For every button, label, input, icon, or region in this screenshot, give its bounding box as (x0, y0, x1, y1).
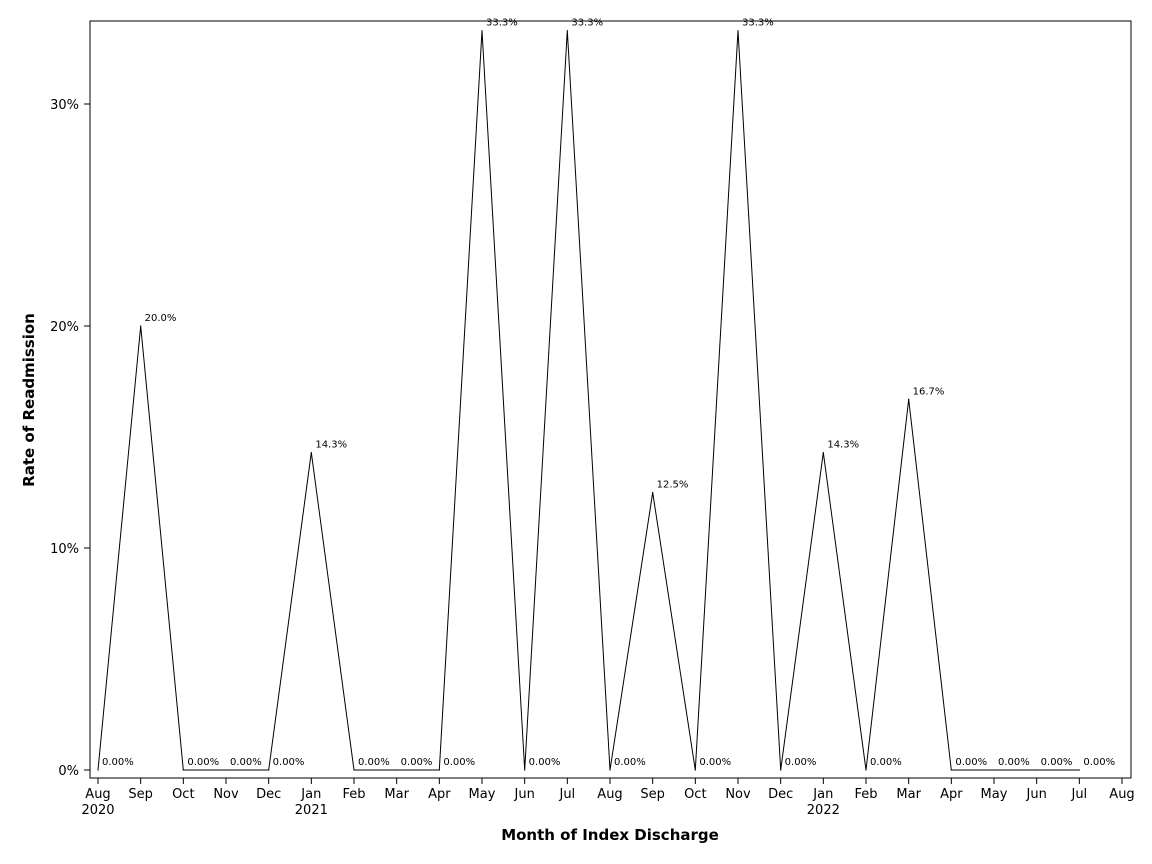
x-tick-label: Jun (1026, 787, 1047, 802)
data-point (1078, 769, 1080, 771)
plot-frame (89, 20, 1132, 779)
series-line (97, 30, 1080, 771)
data-label: 0.00% (1041, 757, 1073, 768)
data-label: 33.3% (742, 18, 774, 29)
data-label: 0.00% (699, 757, 731, 768)
data-point (140, 325, 142, 327)
data-label: 0.00% (955, 757, 987, 768)
x-tick-label: Jul (1070, 787, 1087, 802)
data-label: 16.7% (913, 386, 945, 397)
data-point (481, 30, 483, 32)
y-tick-label: 10% (50, 542, 79, 557)
data-label: 0.00% (187, 757, 219, 768)
x-tick-label: Oct (172, 787, 194, 802)
x-axis-title: Month of Index Discharge (501, 826, 719, 844)
data-label: 0.00% (273, 757, 305, 768)
x-tick-label: May (981, 787, 1008, 802)
data-point (524, 769, 526, 771)
y-axis-title: Rate of Readmission (20, 313, 38, 487)
x-year-label: 2021 (295, 803, 328, 818)
data-point (182, 769, 184, 771)
data-label: 0.00% (614, 757, 646, 768)
data-point (310, 451, 312, 454)
data-label: 0.00% (230, 757, 262, 768)
data-label: 14.3% (315, 440, 347, 451)
x-tick-label: Dec (256, 787, 281, 802)
x-tick-label: Jan (300, 787, 321, 802)
data-label: 14.3% (827, 440, 859, 451)
data-point (438, 769, 440, 771)
data-point (822, 451, 824, 454)
x-year-label: 2020 (81, 803, 114, 818)
x-tick-label: Mar (896, 787, 921, 802)
y-axis: 0% 10% 20% 30% (50, 98, 90, 779)
data-point (865, 769, 867, 771)
data-point (566, 30, 568, 32)
x-tick-label: Nov (213, 787, 239, 802)
data-point (1036, 769, 1038, 771)
data-label: 12.5% (657, 480, 689, 491)
x-tick-label: Apr (940, 787, 963, 802)
x-tick-label: Jul (558, 787, 575, 802)
x-year-label: 2022 (807, 803, 840, 818)
data-point (225, 769, 227, 771)
data-point (694, 769, 696, 771)
x-tick-label: Aug (85, 787, 110, 802)
x-tick-label: Aug (1109, 787, 1134, 802)
data-label: 0.00% (870, 757, 902, 768)
series-layer (97, 30, 1080, 771)
x-tick-label: Feb (854, 787, 877, 802)
data-label: 0.00% (443, 757, 475, 768)
data-label: 0.00% (785, 757, 817, 768)
x-tick-label: Sep (640, 787, 665, 802)
data-point (609, 769, 611, 771)
data-label: 0.00% (401, 757, 433, 768)
x-tick-label: Jun (514, 787, 535, 802)
x-tick-label: Aug (597, 787, 622, 802)
data-point (737, 30, 739, 32)
data-point (950, 769, 952, 771)
x-tick-label: Sep (128, 787, 153, 802)
data-point (268, 769, 270, 771)
x-tick-label: Nov (725, 787, 751, 802)
data-point (652, 491, 654, 494)
x-tick-label: Dec (768, 787, 793, 802)
data-point (993, 769, 995, 771)
data-point (353, 769, 355, 771)
y-tick-label: 30% (50, 98, 79, 113)
x-tick-label: May (469, 787, 496, 802)
data-label: 0.00% (102, 757, 134, 768)
data-point (396, 769, 398, 771)
x-axis: Aug Sep Oct Nov Dec Jan Feb Mar Apr May Jun Jul Aug S… (81, 778, 1135, 818)
data-label: 0.00% (1083, 757, 1115, 768)
x-tick-label: Feb (342, 787, 365, 802)
x-tick-label: Apr (428, 787, 451, 802)
data-label: 0.00% (358, 757, 390, 768)
y-tick-label: 20% (50, 320, 79, 335)
data-point (908, 398, 910, 400)
x-tick-label: Oct (684, 787, 706, 802)
data-label: 33.3% (571, 18, 603, 29)
data-label: 0.00% (998, 757, 1030, 768)
y-tick-label: 0% (58, 764, 79, 779)
data-label-layer: 0.00% 20.0% 0.00% 0.00% 0.00% 14.3% 0.00% 0.00%… (102, 18, 1115, 768)
data-point (97, 769, 99, 771)
x-tick-label: Mar (384, 787, 409, 802)
data-label: 33.3% (486, 18, 518, 29)
x-tick-label: Jan (812, 787, 833, 802)
data-label: 20.0% (145, 313, 177, 324)
data-point (780, 769, 782, 771)
data-label: 0.00% (529, 757, 561, 768)
